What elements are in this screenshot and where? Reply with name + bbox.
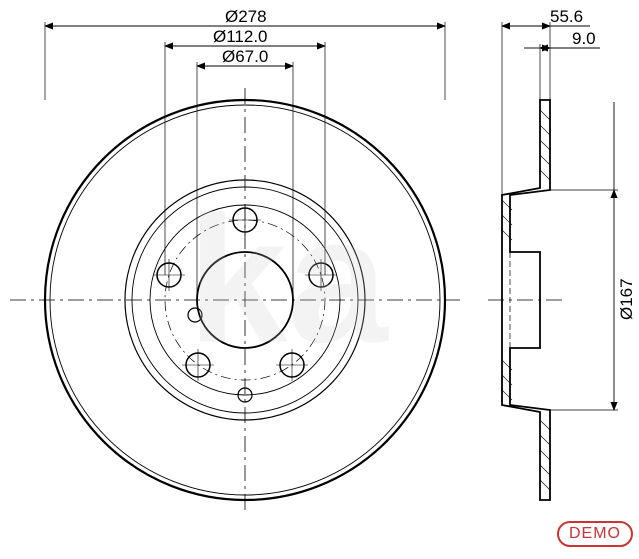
demo-badge: DEMO	[557, 521, 633, 547]
dim-bore: Ø67.0	[222, 47, 268, 66]
side-view	[488, 100, 565, 500]
drawing-canvas: Ø278 Ø112.0 Ø67.0 55.6 9.0 Ø167	[0, 0, 639, 559]
front-view	[10, 88, 460, 512]
dimensions: Ø278 Ø112.0 Ø67.0 55.6 9.0 Ø167	[45, 7, 636, 410]
dim-pcd: Ø112.0	[213, 27, 268, 46]
dim-side-total: 55.6	[550, 7, 583, 26]
dim-outer: Ø278	[225, 7, 267, 26]
dim-side-thk: 9.0	[572, 29, 596, 48]
dim-hat: Ø167	[617, 278, 636, 320]
